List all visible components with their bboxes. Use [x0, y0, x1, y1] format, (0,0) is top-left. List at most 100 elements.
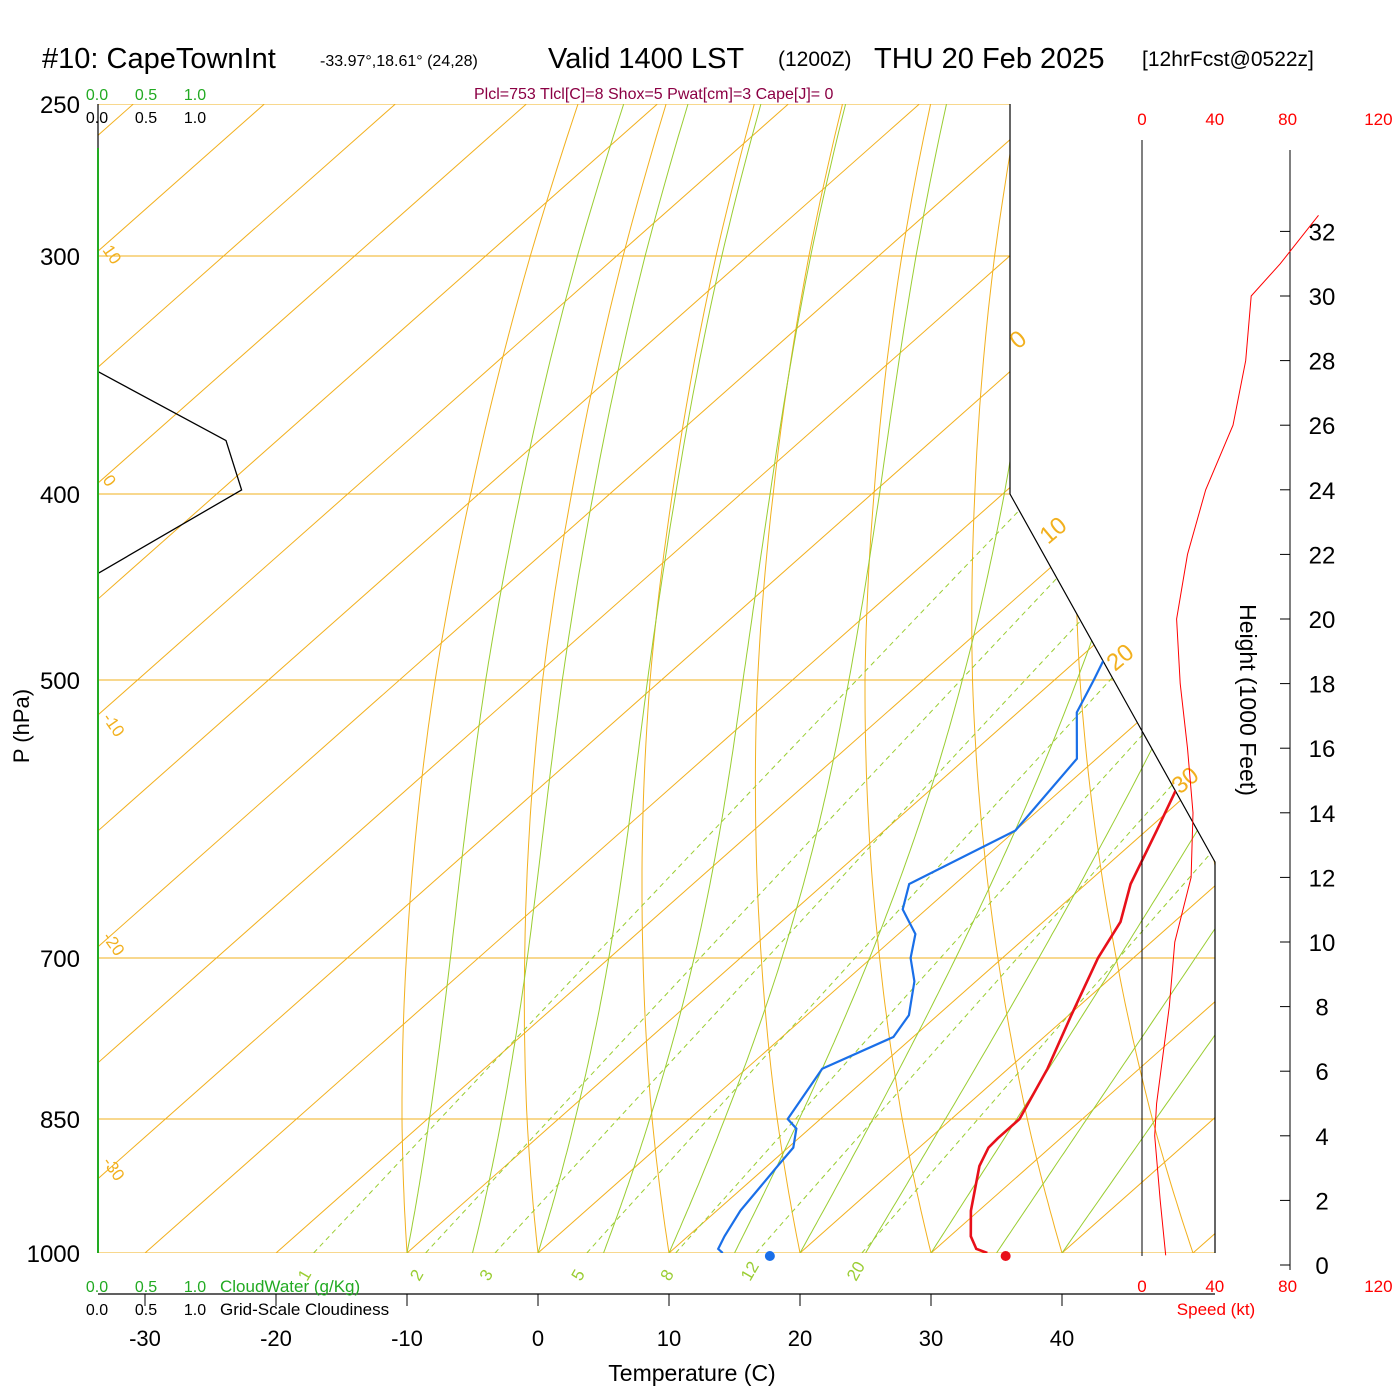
- pressure-tick-label: 400: [40, 482, 80, 509]
- isotherm-line: [98, 104, 658, 1253]
- height-tick-label: 30: [1309, 284, 1336, 311]
- moist-adiabat-line: [930, 104, 1215, 1253]
- temperature-tick-label: -30: [129, 1326, 161, 1351]
- isotherm-line: [275, 104, 1215, 1253]
- isotherm-line: [98, 104, 1215, 1253]
- temperature-tick-label: 40: [1050, 1326, 1074, 1351]
- dry-adiabat-label: 10: [99, 241, 125, 267]
- height-tick-label: 14: [1309, 801, 1336, 828]
- speed-tick-label-bottom: 80: [1278, 1277, 1297, 1296]
- station-title: #10: CapeTownInt: [42, 43, 276, 75]
- mixing-ratio-line: [755, 493, 1215, 1253]
- mixing-ratio-label: 20: [843, 1258, 869, 1284]
- height-tick-label: 2: [1315, 1188, 1328, 1215]
- height-tick-label: 24: [1309, 478, 1336, 505]
- height-tick-label: 10: [1309, 930, 1336, 957]
- speed-tick-label-top: 40: [1205, 110, 1224, 129]
- speed-tick-label-bottom: 120: [1364, 1277, 1392, 1296]
- moist-adiabat-line: [406, 104, 625, 1253]
- temperature-tick-label: -20: [260, 1326, 292, 1351]
- cloud-water-tick-bottom: 0.0: [86, 1279, 108, 1296]
- zulu-time: (1200Z): [778, 48, 852, 71]
- moist-adiabat-label: 0: [1005, 325, 1033, 354]
- mixing-ratio-label: 12: [737, 1258, 763, 1284]
- isotherm-line: [98, 104, 789, 1253]
- moist-adiabat-label: 30: [1167, 762, 1205, 800]
- isotherm-line: [98, 104, 1182, 1253]
- height-tick-label: 18: [1309, 672, 1336, 699]
- isotherm-line: [0, 104, 2, 1253]
- y-axis-title: P (hPa): [9, 689, 34, 763]
- height-tick-label: 0: [1315, 1253, 1328, 1280]
- mixing-ratio-label: 5: [568, 1266, 589, 1284]
- speed-tick-label-top: 120: [1364, 110, 1392, 129]
- dry-adiabat-line: [1074, 104, 1204, 1253]
- isotherm-line: [98, 104, 527, 1253]
- height-tick-label: 12: [1309, 865, 1336, 892]
- dry-adiabat-line: [523, 104, 671, 1253]
- height-tick-label: 28: [1309, 349, 1336, 376]
- mixing-ratio-label: 2: [406, 1266, 427, 1284]
- pressure-tick-label: 500: [40, 668, 80, 695]
- height-tick-label: 8: [1315, 995, 1328, 1022]
- temperature-profile-line: [969, 182, 1215, 1253]
- isotherm-line: [406, 104, 1215, 1253]
- height-tick-label: 26: [1309, 413, 1336, 440]
- isotherm-line: [98, 104, 920, 1253]
- mixing-ratio-line: [425, 493, 1137, 1253]
- moist-adiabat-line: [996, 104, 1215, 1253]
- height-tick-label: 22: [1309, 542, 1336, 569]
- moist-adiabat-label: 20: [1102, 639, 1140, 677]
- moist-adiabat-line: [668, 104, 947, 1253]
- mixing-ratio-line: [313, 493, 1036, 1253]
- forecast-info: [12hrFcst@0522z]: [1142, 48, 1314, 71]
- dry-adiabat-line: [641, 104, 759, 1253]
- isotherm-line: [1192, 104, 1215, 1253]
- cloudiness-profile-line: [97, 371, 243, 574]
- mixing-ratio-line: [675, 493, 1215, 1253]
- surface-temperature-marker: [1000, 1251, 1011, 1261]
- dry-adiabat-label: -10: [99, 709, 129, 740]
- dry-adiabat-line: [864, 104, 938, 1253]
- surface-dewpoint-marker: [764, 1251, 775, 1261]
- dry-adiabat-label: 0: [99, 471, 120, 490]
- isotherm-line: [799, 104, 1215, 1253]
- isotherm-line: [98, 104, 396, 1253]
- height-tick-label: 20: [1309, 607, 1336, 634]
- isotherm-line: [668, 104, 1215, 1253]
- stability-indices: Plcl=753 Tlcl[C]=8 Shox=5 Pwat[cm]=3 Cap…: [474, 86, 834, 103]
- x-axis-title: Temperature (C): [608, 1360, 775, 1386]
- speed-tick-label-top: 0: [1137, 110, 1146, 129]
- speed-tick-label-bottom: 40: [1205, 1277, 1224, 1296]
- pressure-tick-label: 250: [40, 92, 80, 119]
- moist-adiabat-line: [537, 104, 762, 1253]
- valid-time: Valid 1400 LST: [548, 43, 744, 75]
- dry-adiabat-label: -20: [99, 928, 129, 959]
- moist-adiabat-line: [865, 104, 1215, 1253]
- temperature-tick-label: -10: [391, 1326, 423, 1351]
- pressure-tick-label: 700: [40, 946, 80, 973]
- isotherm-line: [930, 104, 1215, 1253]
- dry-adiabat-line: [1272, 75, 1400, 1297]
- cloudiness-tick-bottom: 0.5: [135, 1302, 157, 1319]
- height-tick-label: 6: [1315, 1059, 1328, 1086]
- height-tick-label: 4: [1315, 1124, 1328, 1151]
- cloud-water-tick-top: 0.5: [135, 87, 157, 104]
- cloudiness-tick-bottom: 0.0: [86, 1302, 108, 1319]
- moist-adiabat-line: [1061, 104, 1215, 1253]
- cloud-water-tick-bottom: 1.0: [184, 1279, 206, 1296]
- wind-speed-profile-line: [1154, 214, 1319, 1256]
- mixing-ratio-line: [586, 493, 1215, 1253]
- isotherm-line: [537, 104, 1215, 1253]
- temperature-tick-label: 30: [919, 1326, 943, 1351]
- cloudiness-tick-bottom: 1.0: [184, 1302, 206, 1319]
- height-tick-label: 32: [1309, 219, 1336, 246]
- station-coords: -33.97°,18.61° (24,28): [320, 53, 478, 70]
- dry-adiabat-line: [1366, 75, 1400, 1297]
- speed-tick-label-bottom: 0: [1137, 1277, 1146, 1296]
- mixing-ratio-line: [861, 493, 1215, 1253]
- valid-date: THU 20 Feb 2025: [874, 43, 1105, 75]
- isotherm-line: [144, 104, 1215, 1253]
- dewpoint-profile-line: [716, 182, 1215, 1253]
